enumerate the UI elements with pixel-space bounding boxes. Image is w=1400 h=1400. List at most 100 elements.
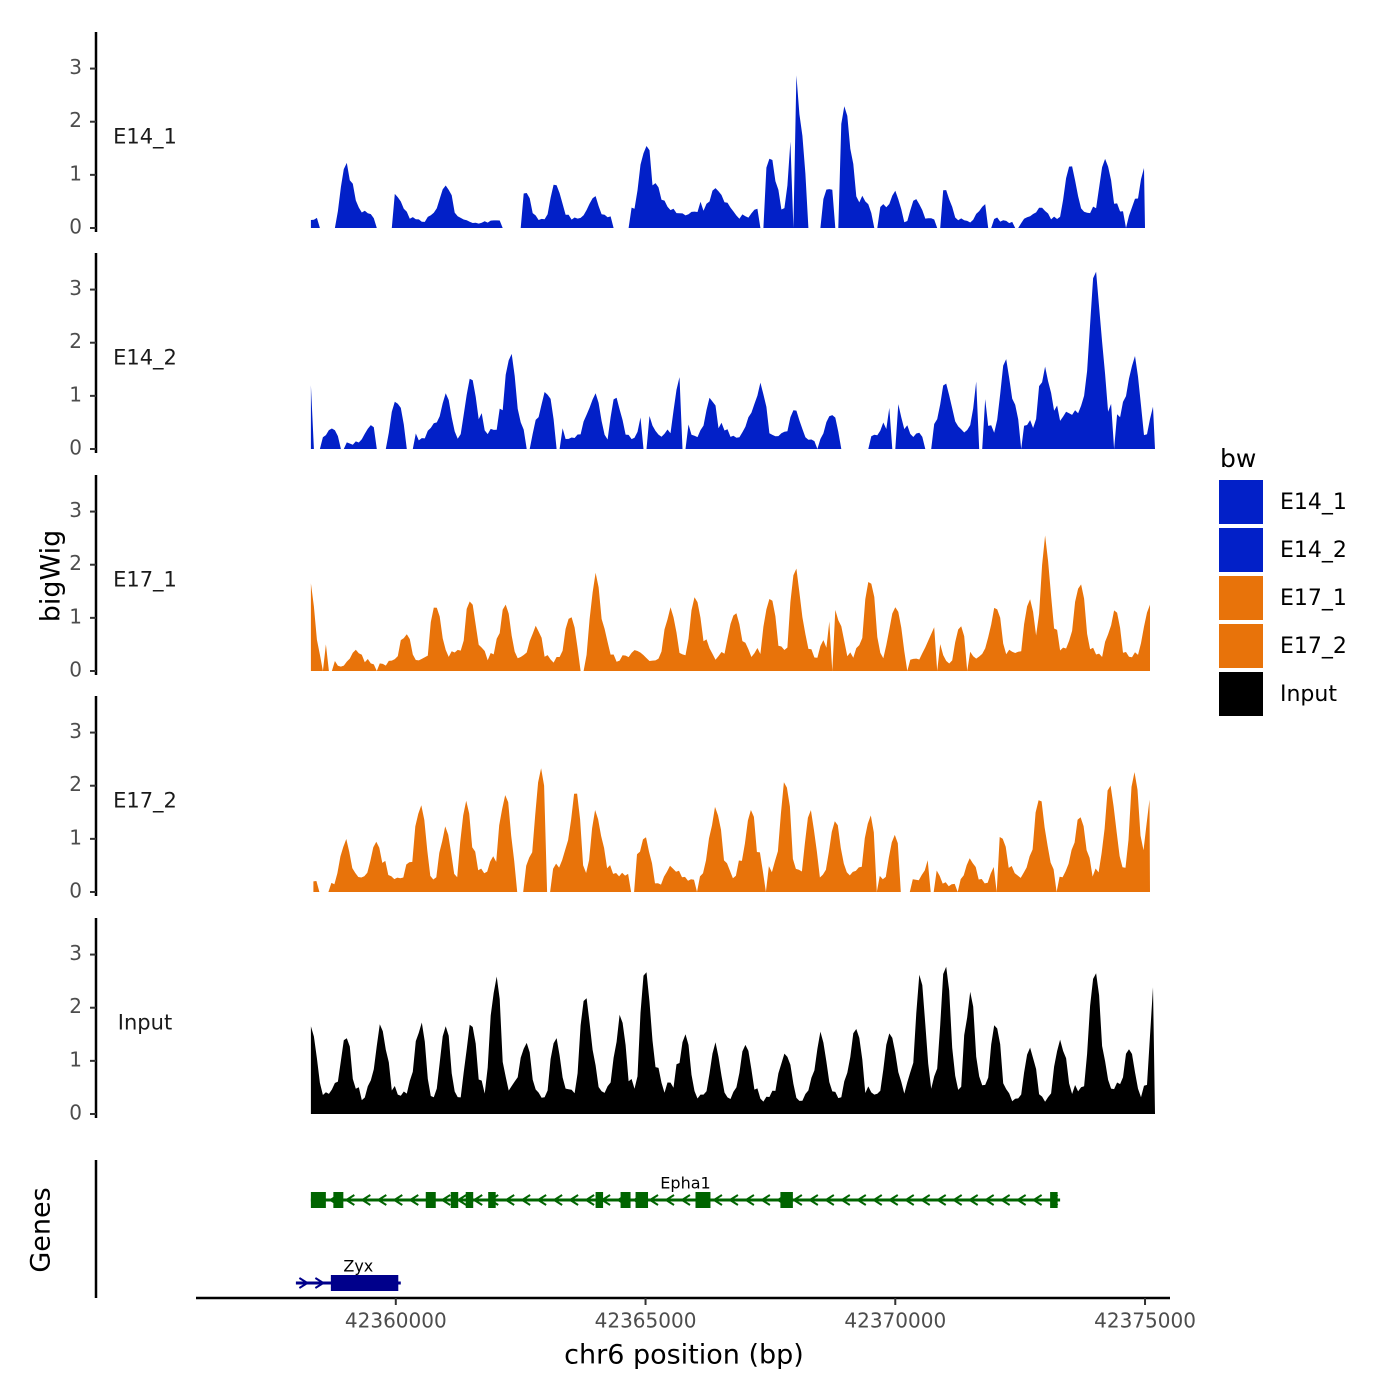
track-label: Input xyxy=(118,1011,172,1035)
gene-exon xyxy=(488,1192,496,1208)
y-tick-label: 0 xyxy=(69,436,82,460)
legend-label: E14_1 xyxy=(1280,490,1347,515)
strand-arrow-icon xyxy=(520,1194,531,1206)
strand-arrow-icon xyxy=(344,1194,355,1206)
track-label: E14_1 xyxy=(113,125,177,150)
strand-arrow-icon xyxy=(1015,1194,1027,1206)
strand-arrow-icon xyxy=(392,1194,403,1206)
gene-track: Epha1 Zyx xyxy=(94,1160,1061,1298)
strand-arrow-icon xyxy=(919,1194,931,1206)
gene-exon xyxy=(330,1275,399,1291)
strand-arrow-icon xyxy=(1031,1194,1043,1206)
gene-exon xyxy=(310,1192,326,1208)
legend-item: E14_1 xyxy=(1219,480,1347,524)
legend-item: Input xyxy=(1219,672,1337,716)
legend-swatch xyxy=(1219,576,1263,620)
strand-arrow-icon xyxy=(298,1277,310,1289)
legend-swatch xyxy=(1219,528,1263,572)
strand-arrow-icon xyxy=(983,1194,995,1206)
strand-arrow-icon xyxy=(728,1194,739,1206)
strand-arrow-icon xyxy=(376,1194,387,1206)
legend-item: E17_2 xyxy=(1219,624,1347,668)
strand-arrow-icon xyxy=(807,1194,819,1206)
strand-arrow-icon xyxy=(680,1194,691,1206)
legend-swatch xyxy=(1219,624,1263,668)
track-E17_2: 0 1 2 3 E17_2 xyxy=(69,696,1150,903)
track-label: E17_2 xyxy=(113,789,177,814)
strand-arrow-icon xyxy=(314,1277,326,1289)
coverage-area-E14_2 xyxy=(310,271,1155,449)
strand-arrow-icon xyxy=(935,1194,947,1206)
strand-arrow-icon xyxy=(552,1194,563,1206)
track-label: E17_1 xyxy=(113,568,177,593)
gene-exon xyxy=(450,1192,459,1208)
gene-exon xyxy=(1050,1192,1058,1208)
genes-axis-title: Genes xyxy=(26,1187,57,1272)
y-axis-title: bigWig xyxy=(36,530,67,623)
strand-arrow-icon xyxy=(967,1194,979,1206)
x-tick-label: 42365000 xyxy=(595,1309,697,1333)
strand-arrow-icon xyxy=(887,1194,899,1206)
coverage-area-E17_1 xyxy=(310,535,1150,671)
y-tick-label: 3 xyxy=(69,719,82,743)
strand-arrow-icon xyxy=(472,1194,483,1206)
coverage-tracks: 0 1 2 3 E14_1 0 1 2 3 E14_2 0 1 2 3 E17_1 0 1 2 3 E17_2 0 1 2 3… xyxy=(69,32,1155,1125)
strand-arrow-icon xyxy=(903,1194,915,1206)
strand-arrow-icon xyxy=(408,1194,419,1206)
strand-arrow-icon xyxy=(584,1194,595,1206)
track-E17_1: 0 1 2 3 E17_1 xyxy=(69,475,1150,682)
gene-exon xyxy=(635,1192,649,1208)
y-tick-label: 1 xyxy=(69,161,82,185)
y-tick-label: 3 xyxy=(69,276,82,300)
strand-arrow-icon xyxy=(536,1194,547,1206)
y-tick-label: 2 xyxy=(69,994,82,1018)
strand-arrow-icon xyxy=(504,1194,515,1206)
legend-item: E17_1 xyxy=(1219,576,1347,620)
x-axis-title: chr6 position (bp) xyxy=(564,1340,804,1371)
legend-label: E17_2 xyxy=(1280,634,1347,659)
x-tick-label: 42360000 xyxy=(345,1309,447,1333)
y-tick-label: 2 xyxy=(69,551,82,575)
y-tick-label: 1 xyxy=(69,825,82,849)
gene-exon xyxy=(595,1192,604,1208)
strand-arrow-icon xyxy=(791,1194,803,1206)
legend-title: bw xyxy=(1220,444,1256,473)
legend-label: E17_1 xyxy=(1280,586,1347,611)
gene-Zyx: Zyx xyxy=(295,1257,401,1291)
gene-label: Zyx xyxy=(343,1257,373,1276)
track-E14_2: 0 1 2 3 E14_2 xyxy=(69,253,1155,460)
gene-label: Epha1 xyxy=(660,1174,710,1193)
y-tick-label: 1 xyxy=(69,1047,82,1071)
y-tick-label: 3 xyxy=(69,55,82,79)
gene-exon xyxy=(780,1192,793,1208)
y-tick-label: 2 xyxy=(69,108,82,132)
strand-arrow-icon xyxy=(712,1194,723,1206)
strand-arrow-icon xyxy=(568,1194,579,1206)
legend-label: Input xyxy=(1280,682,1337,707)
coverage-area-Input xyxy=(310,966,1155,1114)
legend-swatch xyxy=(1219,672,1263,716)
gene-exon xyxy=(620,1192,631,1208)
y-tick-label: 0 xyxy=(69,215,82,239)
y-tick-label: 3 xyxy=(69,498,82,522)
strand-arrow-icon xyxy=(823,1194,835,1206)
gene-Epha1: Epha1 xyxy=(310,1174,1061,1208)
x-tick-label: 42375000 xyxy=(1094,1309,1196,1333)
y-tick-label: 0 xyxy=(69,658,82,682)
legend-swatch xyxy=(1219,480,1263,524)
track-label: E14_2 xyxy=(113,346,177,371)
y-tick-label: 0 xyxy=(69,879,82,903)
gene-exon xyxy=(425,1192,436,1208)
strand-arrow-icon xyxy=(360,1194,371,1206)
x-axis: 42360000 42365000 42370000 42375000 xyxy=(196,1296,1196,1333)
gene-exon xyxy=(333,1192,344,1208)
y-tick-label: 3 xyxy=(69,941,82,965)
strand-arrow-icon xyxy=(871,1194,883,1206)
strand-arrow-icon xyxy=(855,1194,867,1206)
coverage-area-E17_2 xyxy=(313,768,1150,892)
y-tick-label: 1 xyxy=(69,604,82,628)
strand-arrow-icon xyxy=(839,1194,851,1206)
strand-arrow-icon xyxy=(664,1194,675,1206)
y-tick-label: 1 xyxy=(69,382,82,406)
